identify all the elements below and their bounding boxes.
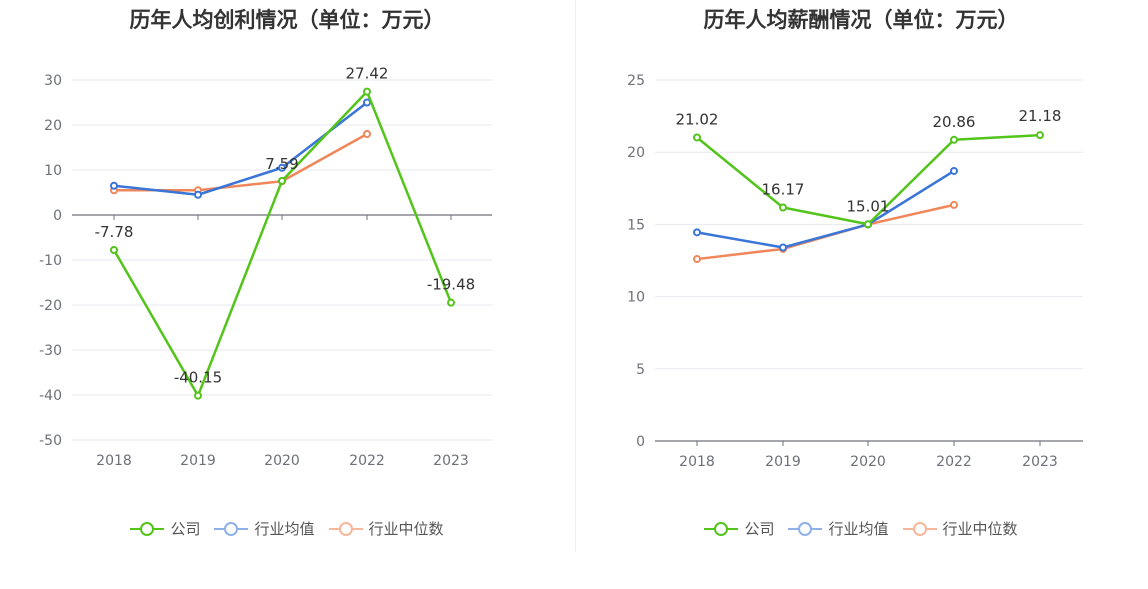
chart-legend: 公司 行业均值 行业中位数 xyxy=(574,518,1148,539)
x-tick-label: 2019 xyxy=(765,454,801,470)
x-tick-label: 2018 xyxy=(679,454,715,470)
x-tick-label: 2022 xyxy=(349,453,385,469)
series-line-2 xyxy=(696,203,955,261)
data-point[interactable] xyxy=(779,203,787,212)
x-tick-label: 2018 xyxy=(96,453,132,469)
y-tick-label: 10 xyxy=(627,290,645,306)
legend-item[interactable]: 公司 xyxy=(704,518,774,539)
legend-marker-icon xyxy=(902,521,937,537)
data-point[interactable] xyxy=(950,200,958,209)
y-tick-label: 0 xyxy=(53,208,62,224)
legend-item[interactable]: 行业均值 xyxy=(214,518,315,539)
data-label: 27.42 xyxy=(346,65,389,83)
y-tick-label: 0 xyxy=(636,434,645,450)
x-tick-label: 2020 xyxy=(850,454,886,470)
legend-marker-icon xyxy=(214,521,249,537)
y-tick-label: 30 xyxy=(44,73,62,89)
data-label: 15.01 xyxy=(847,197,890,215)
salary-chart-plot: 25 20 15 10 5 0 2018 2019 2020 2022 2023 21.02 16.17… xyxy=(627,73,1083,470)
y-tick-label: 10 xyxy=(44,163,62,179)
panel-divider xyxy=(575,0,576,552)
chart-legend: 公司 行业均值 行业中位数 xyxy=(0,518,574,539)
legend-label: 行业均值 xyxy=(254,520,315,538)
legend-marker-icon xyxy=(130,521,165,537)
data-label: -19.48 xyxy=(427,276,475,294)
y-tick-label: 5 xyxy=(636,362,645,378)
data-label: 7.59 xyxy=(265,155,298,173)
data-label: 20.86 xyxy=(933,113,976,131)
data-point[interactable] xyxy=(363,87,371,96)
data-point[interactable] xyxy=(693,228,701,237)
legend-marker-icon xyxy=(328,521,363,537)
y-tick-label: 20 xyxy=(44,118,62,134)
legend-marker-icon xyxy=(788,521,823,537)
y-tick-label: -20 xyxy=(39,298,62,314)
legend-label: 行业均值 xyxy=(828,520,889,538)
y-tick-label: 25 xyxy=(627,73,645,89)
data-point[interactable] xyxy=(363,98,371,107)
legend-item[interactable]: 行业中位数 xyxy=(328,518,444,539)
x-tick-label: 2020 xyxy=(264,453,300,469)
y-tick-label: 15 xyxy=(627,217,645,233)
x-tick-label: 2023 xyxy=(1022,454,1058,470)
data-point[interactable] xyxy=(194,391,202,400)
legend-label: 公司 xyxy=(170,520,201,538)
y-tick-label: -40 xyxy=(39,388,62,404)
data-label: 21.18 xyxy=(1019,107,1062,125)
x-tick-label: 2022 xyxy=(936,454,972,470)
profit-chart-plot: 30 20 10 0 -10 -20 -30 -40 -50 2018 2019 2020 2022 20… xyxy=(39,65,492,469)
legend-label: 行业中位数 xyxy=(368,520,444,538)
data-point[interactable] xyxy=(278,176,286,185)
profit-chart-panel: 历年人均创利情况（单位：万元） 30 20 10 0 -10 -20 -30 -40 -50 20… xyxy=(0,8,574,539)
data-point[interactable] xyxy=(110,181,118,190)
y-tick-label: -30 xyxy=(39,343,62,359)
data-label: -40.15 xyxy=(174,369,222,387)
data-label: -7.78 xyxy=(95,223,134,241)
y-tick-label: 20 xyxy=(627,145,645,161)
series-line-1 xyxy=(113,101,368,196)
data-point[interactable] xyxy=(363,130,371,138)
data-point[interactable] xyxy=(864,220,872,229)
legend-label: 行业中位数 xyxy=(942,520,1018,538)
data-point[interactable] xyxy=(950,166,958,175)
x-tick-label: 2023 xyxy=(433,453,469,469)
data-point[interactable] xyxy=(693,133,701,142)
data-point[interactable] xyxy=(447,298,455,307)
data-point[interactable] xyxy=(950,135,958,144)
data-point[interactable] xyxy=(779,243,787,252)
data-point[interactable] xyxy=(278,163,286,172)
salary-chart-panel: 历年人均薪酬情况（单位：万元） 25 20 15 10 5 0 2018 2019 2020 20… xyxy=(574,0,1148,589)
legend-marker-icon xyxy=(704,521,739,537)
chart-title: 历年人均薪酬情况（单位：万元） xyxy=(703,8,1019,32)
legend-item[interactable]: 行业中位数 xyxy=(902,518,1018,539)
data-point[interactable] xyxy=(693,255,701,264)
chart-title: 历年人均创利情况（单位：万元） xyxy=(129,8,445,32)
x-tick-label: 2019 xyxy=(180,453,216,469)
legend-label: 公司 xyxy=(744,520,775,538)
legend-item[interactable]: 行业均值 xyxy=(788,518,889,539)
y-tick-label: -50 xyxy=(39,433,62,449)
data-point[interactable] xyxy=(110,246,118,255)
data-label: 21.02 xyxy=(676,110,719,128)
legend-item[interactable]: 公司 xyxy=(130,518,200,539)
data-point[interactable] xyxy=(1036,131,1044,140)
y-tick-label: -10 xyxy=(39,253,62,269)
series-line-1 xyxy=(696,169,955,249)
data-label: 16.17 xyxy=(762,181,805,199)
data-point[interactable] xyxy=(194,190,202,199)
